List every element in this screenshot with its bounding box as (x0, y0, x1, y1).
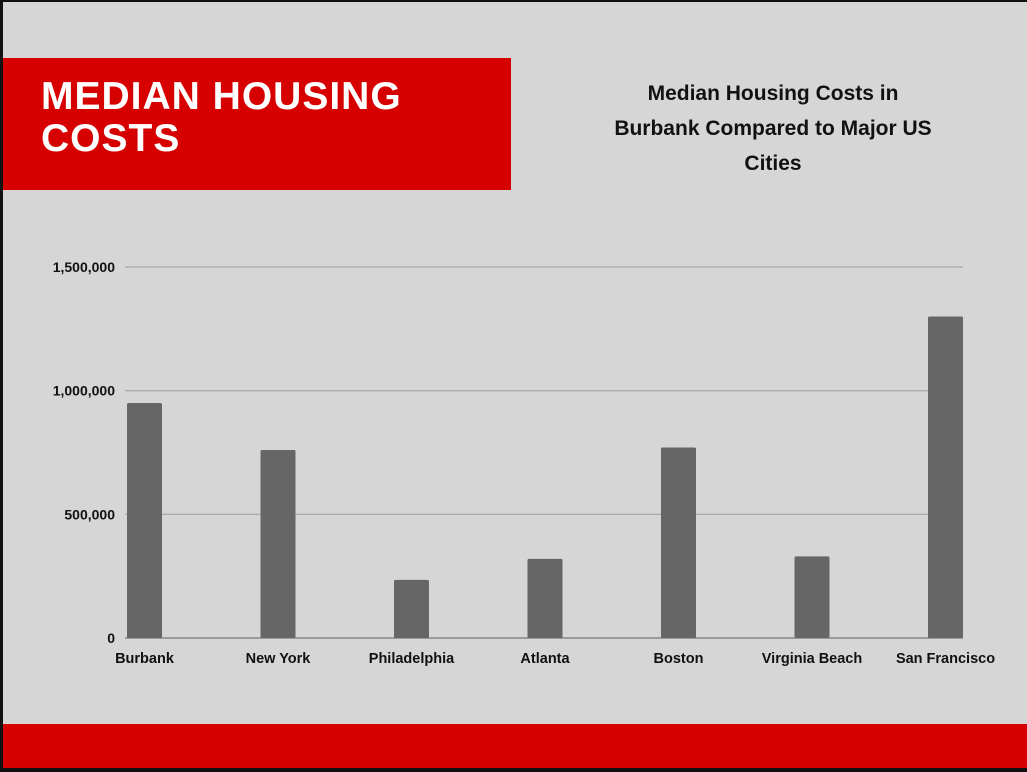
x-tick-label: New York (246, 651, 312, 667)
bar-new-york (260, 450, 296, 638)
bar-atlanta (527, 558, 563, 638)
bar-san-francisco (928, 316, 963, 638)
infographic-page: MEDIAN HOUSING COSTS Median Housing Cost… (3, 2, 1027, 768)
bar-boston (661, 447, 696, 638)
x-tick-label: Philadelphia (369, 651, 455, 667)
x-tick-label: Virginia Beach (762, 651, 862, 667)
banner-title: MEDIAN HOUSING COSTS (41, 75, 402, 160)
x-tick-label: Atlanta (520, 651, 570, 667)
bar-virginia-beach (794, 556, 830, 638)
x-tick-label: Burbank (115, 651, 175, 667)
x-tick-label: San Francisco (896, 651, 995, 667)
chart-title: Median Housing Costs in Burbank Compared… (614, 82, 932, 175)
y-tick-label: 1,000,000 (53, 383, 115, 399)
footer-bar (3, 724, 1027, 768)
title-banner: MEDIAN HOUSING COSTS (3, 58, 511, 190)
x-tick-label: Boston (654, 651, 704, 667)
y-tick-label: 1,500,000 (53, 259, 115, 275)
y-tick-label: 0 (107, 630, 115, 646)
bar-burbank (127, 403, 162, 638)
y-tick-label: 500,000 (64, 506, 115, 522)
bar-philadelphia (394, 579, 429, 638)
bar-chart: 0 500,000 1,000,000 1,500,000 Burbank New Yor… (53, 259, 995, 667)
